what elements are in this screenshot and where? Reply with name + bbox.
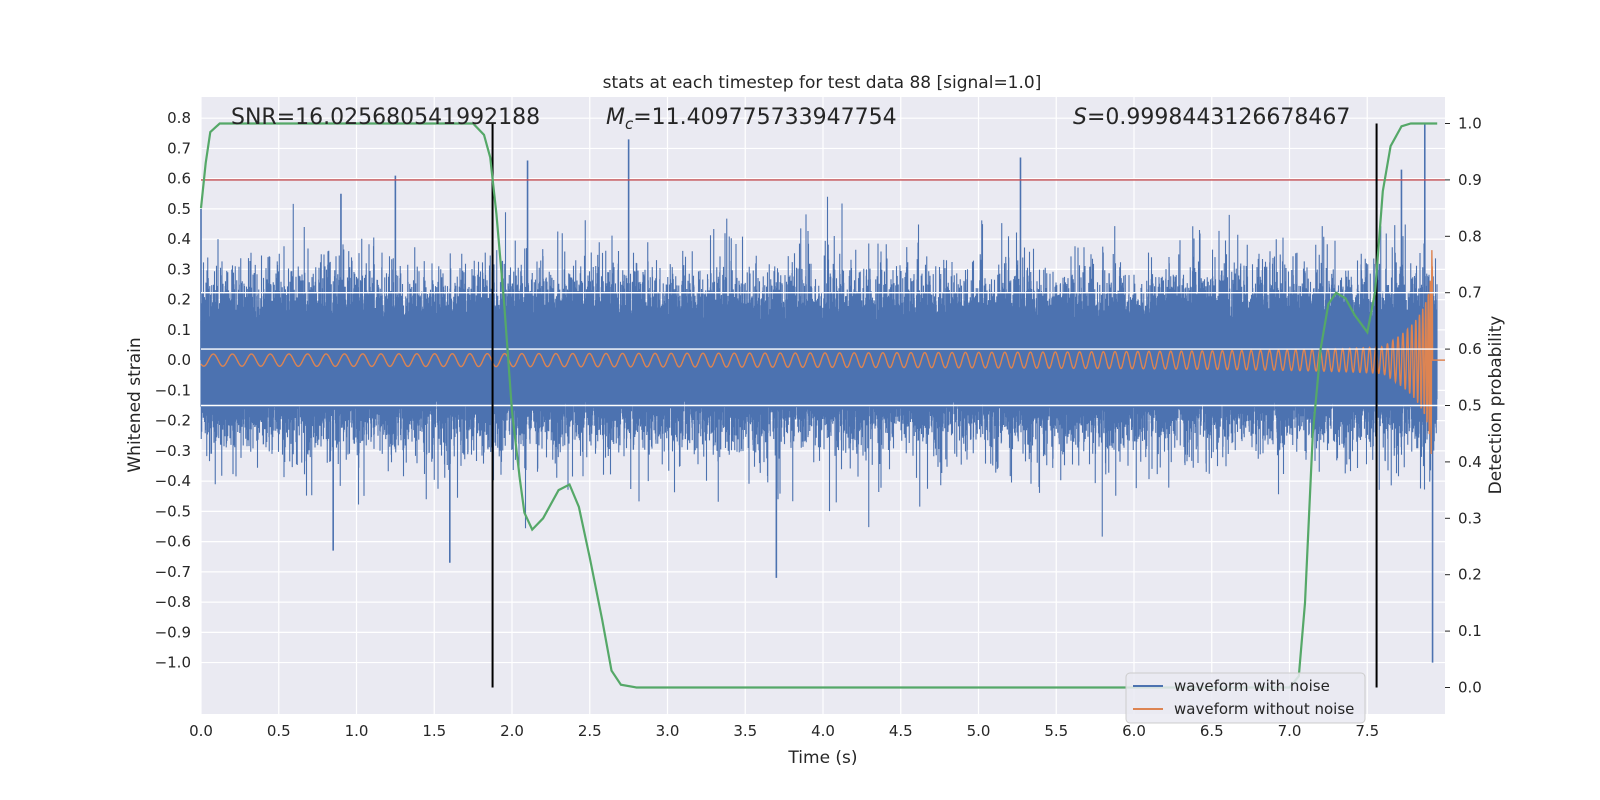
y-tick-label: −1.0 [155,654,191,672]
y-tick-label: 0.1 [167,321,191,339]
series-detection-probability [199,122,1438,689]
x-tick-label: 4.0 [811,722,835,740]
y-tick-label: −0.6 [155,533,191,551]
x-tick-label: 3.5 [733,722,757,740]
x-tick-label: 1.5 [422,722,446,740]
y-tick-label: −0.8 [155,593,191,611]
y-tick-label: 0.5 [167,200,191,218]
y2-axis-label: Detection probability [1486,316,1506,495]
x-tick-label: 7.0 [1278,722,1302,740]
y-tick-label: 0.4 [167,230,191,248]
chirp-mass-subscript: c [625,115,634,133]
y-tick-label: −0.2 [155,412,191,430]
legend: waveform with noise waveform without noi… [1125,672,1366,724]
score-value: =0.9998443126678467 [1087,105,1350,130]
y2-tick-label: 0.3 [1458,509,1482,527]
y2-tick-label: 0.9 [1458,171,1482,189]
y-tick-label: −0.1 [155,381,191,399]
score-annotation: S=0.9998443126678467 [1073,105,1350,130]
y-tick-label: −0.5 [155,502,191,520]
y-tick-label: 0.2 [167,291,191,309]
y-tick-label: 0.7 [167,139,191,157]
legend-box [1125,672,1366,724]
y-axis-label: Whitened strain [125,337,145,472]
y2-tick-label: 1.0 [1458,115,1482,133]
series-waveform-without-noise [200,250,1445,454]
x-tick-label: 2.5 [578,722,602,740]
chirp-mass-value: =11.409775733947754 [633,105,896,130]
x-tick-label: 5.0 [967,722,991,740]
y-tick-labels: 0.8 0.7 0.6 0.5 0.4 0.3 0.2 0.1 0.0 −0.1 −0.2 −0.3 −… [155,109,191,671]
y2-tick-label: 0.7 [1458,284,1482,302]
chirp-mass-annotation: Mc=11.409775733947754 [606,105,897,133]
y-tick-label: −0.3 [155,442,191,460]
snr-annotation: SNR=16.025680541992188 [231,105,540,130]
x-tick-label: 7.5 [1355,722,1379,740]
y-tick-label: −0.7 [155,563,191,581]
y-tick-label: 0.6 [167,170,191,188]
y2-tick-label: 0.6 [1458,340,1482,358]
y-tick-label: −0.9 [155,623,191,641]
y2-tick-label: 0.2 [1458,566,1482,584]
y-tick-label: 0.3 [167,260,191,278]
chirp-mass-symbol: M [606,105,625,130]
y2-tick-label: 0.4 [1458,453,1482,471]
legend-label-clean: waveform without noise [1174,700,1354,718]
x-tick-label: 2.0 [500,722,524,740]
y2-tick-label: 0.5 [1458,397,1482,415]
grid-lines-right-axis [201,292,1445,407]
x-axis-label: Time (s) [787,748,857,768]
x-tick-label: 0.5 [267,722,291,740]
y2-tick-label: 0.1 [1458,622,1482,640]
y-tick-label: 0.8 [167,109,191,127]
y-tick-label: −0.4 [155,472,191,490]
x-tick-label: 3.0 [656,722,680,740]
x-tick-labels: 0.0 0.5 1.0 1.5 2.0 2.5 3.0 3.5 4.0 4.5 5.0 5.5 6.0 6… [189,722,1379,740]
legend-label-noise: waveform with noise [1174,677,1330,695]
x-tick-label: 6.5 [1200,722,1224,740]
x-tick-label: 6.0 [1122,722,1146,740]
x-tick-label: 0.0 [189,722,213,740]
x-tick-label: 5.5 [1044,722,1068,740]
y2-tick-label: 0.0 [1458,678,1482,696]
y2-tick-label: 0.8 [1458,227,1482,245]
score-symbol: S [1073,105,1087,130]
x-tick-label: 4.5 [889,722,913,740]
y2-tick-labels: 1.0 0.9 0.8 0.7 0.6 0.5 0.4 0.3 0.2 0.1 0.0 [1445,115,1482,696]
x-tick-label: 1.0 [345,722,369,740]
chart-title: stats at each timestep for test data 88 … [603,73,1042,93]
y-tick-label: 0.0 [167,351,191,369]
